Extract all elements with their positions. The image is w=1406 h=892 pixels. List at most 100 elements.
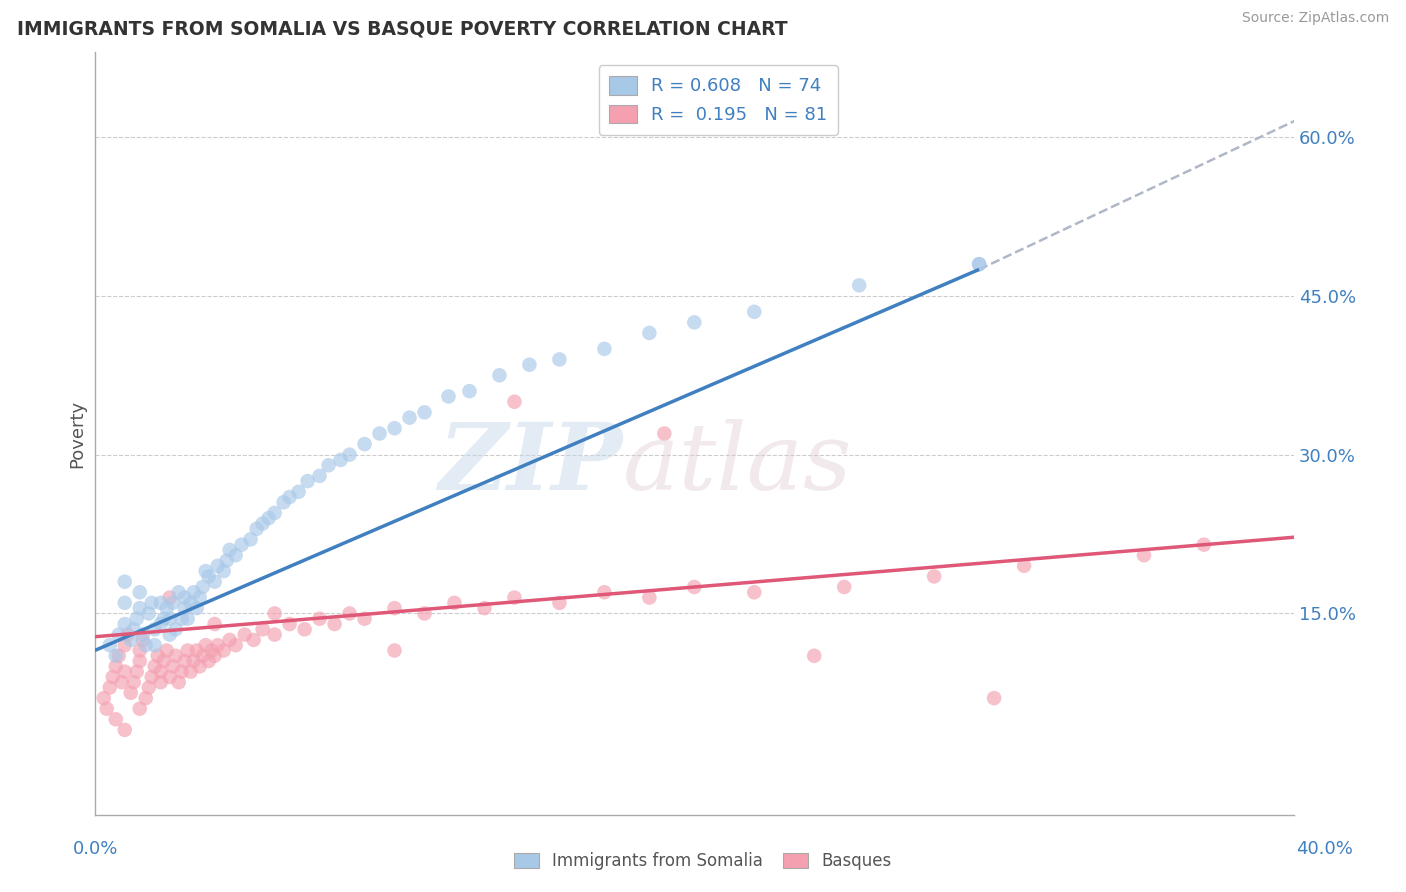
Point xyxy=(287,484,309,499)
Point xyxy=(443,596,465,610)
Point xyxy=(212,643,235,657)
Point xyxy=(848,278,870,293)
Point xyxy=(638,591,661,605)
Point xyxy=(548,352,571,367)
Point xyxy=(191,648,214,663)
Point xyxy=(278,490,301,504)
Point xyxy=(488,368,510,383)
Point xyxy=(384,643,406,657)
Point xyxy=(458,384,481,399)
Point xyxy=(967,257,990,271)
Point xyxy=(162,596,184,610)
Point xyxy=(114,596,136,610)
Point xyxy=(135,638,157,652)
Point xyxy=(146,648,169,663)
Point xyxy=(114,574,136,589)
Point xyxy=(683,315,706,329)
Point xyxy=(180,665,202,679)
Point xyxy=(122,623,145,637)
Point xyxy=(257,511,280,525)
Point xyxy=(384,601,406,615)
Point xyxy=(132,632,155,647)
Point xyxy=(191,580,214,594)
Point xyxy=(503,394,526,409)
Point xyxy=(188,591,211,605)
Point xyxy=(263,627,285,641)
Legend: R = 0.608   N = 74, R =  0.195   N = 81: R = 0.608 N = 74, R = 0.195 N = 81 xyxy=(599,65,838,135)
Legend: Immigrants from Somalia, Basques: Immigrants from Somalia, Basques xyxy=(508,846,898,877)
Point xyxy=(159,612,181,626)
Point xyxy=(273,495,295,509)
Point xyxy=(125,665,148,679)
Point xyxy=(149,665,172,679)
Point xyxy=(128,643,150,657)
Point xyxy=(194,564,217,578)
Point xyxy=(683,580,706,594)
Point xyxy=(143,638,166,652)
Point xyxy=(162,659,184,673)
Point xyxy=(156,601,179,615)
Point xyxy=(294,623,316,637)
Point xyxy=(308,468,330,483)
Point xyxy=(231,538,253,552)
Text: atlas: atlas xyxy=(623,419,852,509)
Point xyxy=(297,474,319,488)
Point xyxy=(98,681,121,695)
Point xyxy=(1192,538,1215,552)
Point xyxy=(207,638,229,652)
Point xyxy=(128,654,150,668)
Point xyxy=(149,596,172,610)
Point xyxy=(339,448,361,462)
Point xyxy=(125,612,148,626)
Point xyxy=(170,612,193,626)
Point xyxy=(503,591,526,605)
Point xyxy=(167,675,190,690)
Point xyxy=(239,533,262,547)
Point xyxy=(149,675,172,690)
Point xyxy=(201,643,224,657)
Point xyxy=(104,712,127,726)
Point xyxy=(141,670,163,684)
Point xyxy=(128,601,150,615)
Point xyxy=(967,257,990,271)
Point xyxy=(638,326,661,340)
Point xyxy=(101,670,124,684)
Point xyxy=(107,627,129,641)
Point xyxy=(114,638,136,652)
Point xyxy=(242,632,264,647)
Point xyxy=(353,437,375,451)
Point xyxy=(548,596,571,610)
Point xyxy=(212,564,235,578)
Point xyxy=(107,648,129,663)
Point xyxy=(180,596,202,610)
Y-axis label: Poverty: Poverty xyxy=(69,400,86,467)
Point xyxy=(120,686,142,700)
Point xyxy=(204,574,226,589)
Text: ZIP: ZIP xyxy=(439,419,623,509)
Point xyxy=(215,553,238,567)
Point xyxy=(141,596,163,610)
Text: IMMIGRANTS FROM SOMALIA VS BASQUE POVERTY CORRELATION CHART: IMMIGRANTS FROM SOMALIA VS BASQUE POVERT… xyxy=(17,20,787,38)
Point xyxy=(159,591,181,605)
Point xyxy=(186,643,208,657)
Point xyxy=(278,617,301,632)
Point xyxy=(167,585,190,599)
Point xyxy=(252,623,274,637)
Point xyxy=(437,389,460,403)
Point xyxy=(1133,548,1156,562)
Point xyxy=(173,601,195,615)
Point xyxy=(398,410,420,425)
Point xyxy=(159,627,181,641)
Point xyxy=(519,358,541,372)
Point xyxy=(225,638,247,652)
Point xyxy=(173,591,195,605)
Point xyxy=(207,558,229,573)
Point xyxy=(170,665,193,679)
Point xyxy=(384,421,406,435)
Point xyxy=(225,548,247,562)
Point xyxy=(183,654,205,668)
Point xyxy=(93,691,115,706)
Point xyxy=(323,617,346,632)
Point xyxy=(197,654,219,668)
Point xyxy=(114,617,136,632)
